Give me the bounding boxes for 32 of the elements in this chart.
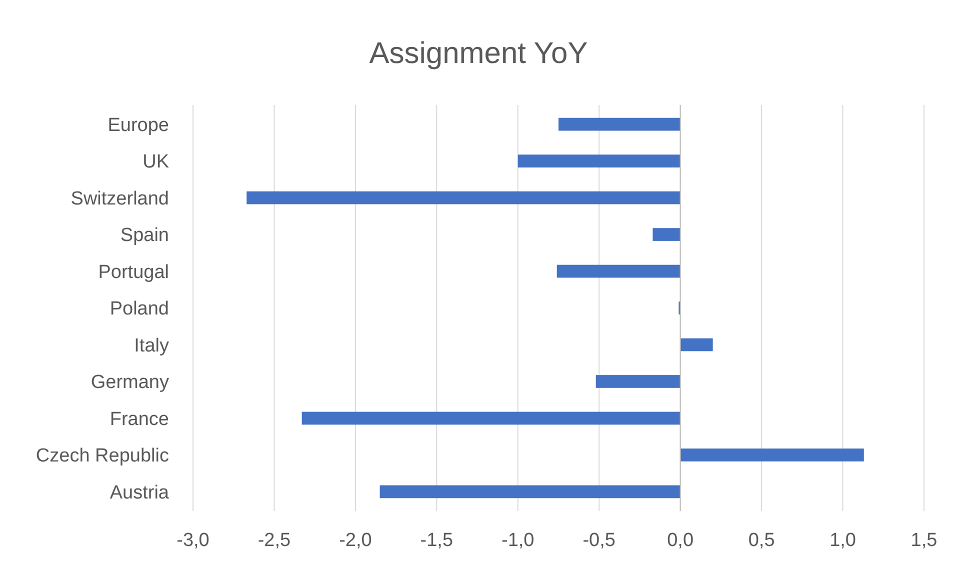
bar [680, 338, 713, 352]
x-tick-label: 1,0 [830, 530, 856, 551]
y-tick-label: UK [142, 152, 170, 173]
bar [596, 375, 680, 388]
bar [652, 228, 680, 241]
bar [558, 118, 680, 131]
x-tick-label: -2,5 [258, 530, 291, 551]
x-tick-label: -0,5 [582, 530, 616, 551]
x-tick-label: 0,0 [667, 530, 694, 551]
x-tick-label: -1,0 [502, 530, 534, 551]
bar [680, 448, 864, 462]
chart-title: Assignment YoY [369, 37, 588, 70]
y-tick-label: Spain [120, 225, 169, 246]
x-tick-label: -2,0 [339, 530, 372, 551]
y-tick-label: Poland [110, 298, 169, 320]
y-tick-label: Portugal [98, 262, 169, 283]
y-tick-label: Europe [108, 114, 169, 136]
bar [246, 191, 680, 204]
y-tick-label: Italy [134, 335, 170, 356]
y-tick-label: France [110, 408, 169, 430]
x-tick-label: -3,0 [176, 530, 210, 551]
x-tick-label: 1,5 [910, 530, 938, 551]
y-tick-label: Austria [110, 482, 170, 504]
bar [380, 485, 680, 498]
y-tick-label: Switzerland [70, 188, 169, 210]
x-tick-label: -1,5 [420, 530, 454, 551]
bar [302, 412, 680, 425]
bar [518, 154, 680, 168]
x-tick-label: 0,5 [748, 530, 775, 551]
bar [556, 264, 680, 278]
y-tick-label: Germany [90, 372, 170, 394]
y-tick-label: Czech Republic [36, 446, 169, 467]
